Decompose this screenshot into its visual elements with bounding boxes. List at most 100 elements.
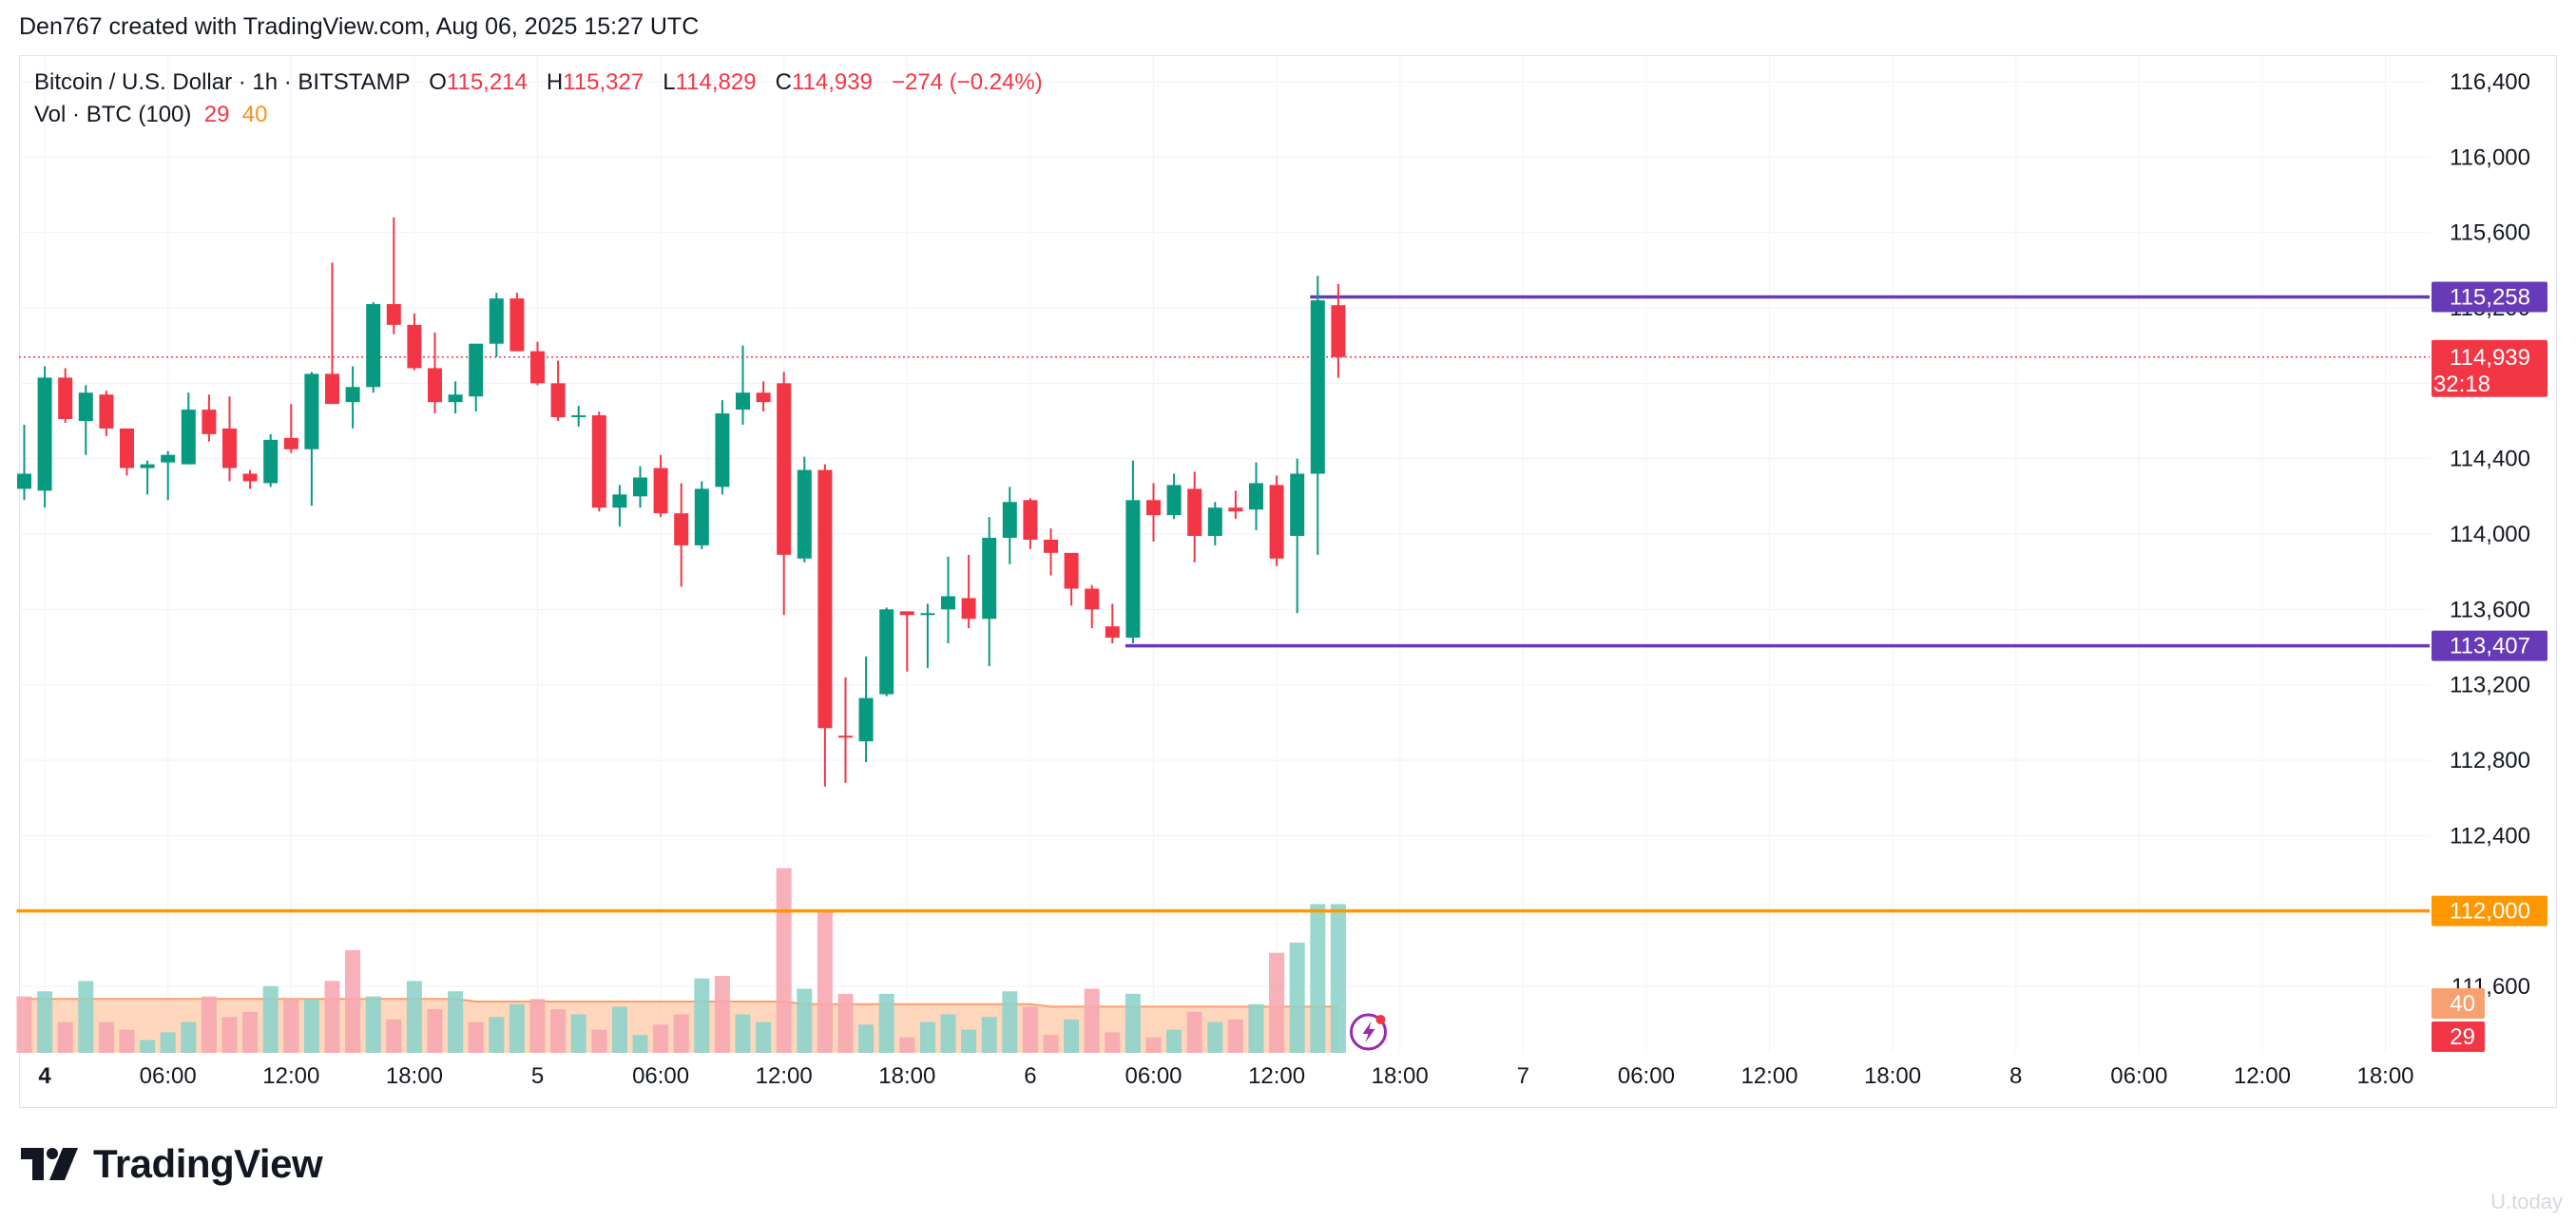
volume-bar[interactable] bbox=[714, 976, 730, 1053]
candle-down[interactable] bbox=[242, 473, 258, 482]
candle-down[interactable] bbox=[1269, 485, 1284, 559]
candle-down[interactable] bbox=[222, 428, 237, 468]
candle-up[interactable] bbox=[1290, 473, 1305, 536]
price-level-badge[interactable] bbox=[2432, 895, 2547, 926]
candle-up[interactable] bbox=[161, 454, 176, 463]
candle-up[interactable] bbox=[181, 410, 196, 465]
volume-bar[interactable] bbox=[797, 988, 813, 1054]
candle-up[interactable] bbox=[1249, 483, 1263, 510]
last-price-badge[interactable] bbox=[2432, 339, 2547, 397]
candle-up[interactable] bbox=[17, 473, 31, 489]
volume-bar[interactable] bbox=[78, 981, 94, 1053]
candle-down[interactable] bbox=[386, 304, 401, 325]
candle-up[interactable] bbox=[448, 394, 463, 403]
candle-down[interactable] bbox=[1331, 305, 1346, 357]
candle-down[interactable] bbox=[550, 383, 566, 418]
volume-bar[interactable] bbox=[591, 1029, 607, 1053]
volume-bar[interactable] bbox=[221, 1017, 238, 1053]
candle-up[interactable] bbox=[1002, 502, 1017, 538]
candle-down[interactable] bbox=[58, 377, 73, 420]
candle-down[interactable] bbox=[756, 392, 771, 403]
volume-bar[interactable] bbox=[140, 1040, 156, 1054]
candle-down[interactable] bbox=[653, 468, 668, 514]
volume-bar[interactable] bbox=[119, 1029, 135, 1053]
candle-up[interactable] bbox=[489, 298, 504, 344]
candle-down[interactable] bbox=[509, 298, 525, 352]
volume-bar[interactable] bbox=[878, 993, 894, 1053]
volume-bar[interactable] bbox=[1166, 1029, 1182, 1053]
candle-up[interactable] bbox=[304, 373, 319, 449]
volume-bar[interactable] bbox=[160, 1032, 176, 1053]
candle-up[interactable] bbox=[612, 494, 627, 508]
candle-up[interactable] bbox=[78, 392, 93, 421]
volume-bar[interactable] bbox=[427, 1009, 443, 1053]
price-level-badge[interactable] bbox=[2432, 630, 2547, 661]
volume-bar[interactable] bbox=[611, 1006, 627, 1053]
price-chart[interactable]: 116,400116,000115,600115,200114,800114,4… bbox=[0, 0, 2576, 1121]
volume-bar[interactable] bbox=[756, 1022, 772, 1053]
volume-bar[interactable] bbox=[899, 1037, 915, 1053]
volume-bar[interactable] bbox=[448, 991, 464, 1053]
volume-bar[interactable] bbox=[37, 991, 53, 1053]
volume-bar[interactable] bbox=[735, 1014, 751, 1054]
chart-frame[interactable] bbox=[19, 55, 2557, 1108]
volume-bar[interactable] bbox=[283, 999, 299, 1053]
volume-bar[interactable] bbox=[1043, 1035, 1059, 1053]
candle-up[interactable] bbox=[633, 477, 647, 497]
volume-bar[interactable] bbox=[1269, 952, 1285, 1053]
candle-down[interactable] bbox=[1023, 500, 1038, 540]
candle-up[interactable] bbox=[263, 439, 279, 484]
volume-bar[interactable] bbox=[550, 1009, 567, 1053]
volume-bar[interactable] bbox=[242, 1011, 259, 1053]
tradingview-logo[interactable]: TradingView bbox=[21, 1140, 323, 1188]
candle-down[interactable] bbox=[1228, 507, 1243, 512]
volume-bar[interactable] bbox=[1145, 1037, 1162, 1053]
candle-up[interactable] bbox=[797, 469, 812, 559]
candle-up[interactable] bbox=[982, 537, 997, 620]
candle-up[interactable] bbox=[1166, 485, 1182, 516]
candle-down[interactable] bbox=[1146, 500, 1161, 516]
volume-bar[interactable] bbox=[303, 999, 319, 1053]
candle-down[interactable] bbox=[899, 611, 914, 616]
candle-up[interactable] bbox=[1207, 507, 1222, 536]
volume-bar[interactable] bbox=[345, 950, 361, 1053]
candle-down[interactable] bbox=[961, 598, 976, 620]
candle-up[interactable] bbox=[140, 464, 155, 468]
candle-up[interactable] bbox=[715, 413, 730, 487]
candle-up[interactable] bbox=[1125, 500, 1141, 639]
volume-bar[interactable] bbox=[858, 1024, 875, 1053]
legend-symbol[interactable]: Bitcoin / U.S. Dollar · 1h · BITSTAMP bbox=[34, 69, 411, 95]
volume-bar[interactable] bbox=[1002, 991, 1018, 1053]
candle-down[interactable] bbox=[283, 437, 298, 449]
candle-up[interactable] bbox=[366, 304, 381, 388]
volume-bar[interactable] bbox=[406, 981, 422, 1053]
volume-bar[interactable] bbox=[673, 1014, 689, 1054]
candle-up[interactable] bbox=[920, 613, 935, 616]
volume-bar[interactable] bbox=[570, 1014, 586, 1054]
volume-bar[interactable] bbox=[1125, 993, 1141, 1053]
candle-down[interactable] bbox=[99, 394, 114, 429]
volume-bar[interactable] bbox=[1248, 1003, 1264, 1053]
candle-down[interactable] bbox=[1085, 588, 1100, 610]
candle-down[interactable] bbox=[817, 469, 833, 729]
volume-bar[interactable] bbox=[981, 1017, 997, 1053]
volume-bar[interactable] bbox=[1084, 988, 1100, 1054]
volume-badge[interactable] bbox=[2432, 1022, 2485, 1052]
volume-ma-badge[interactable] bbox=[2432, 988, 2485, 1019]
volume-bar[interactable] bbox=[365, 996, 381, 1053]
volume-bar[interactable] bbox=[1186, 1011, 1202, 1053]
volume-bar[interactable] bbox=[1064, 1019, 1080, 1053]
candle-down[interactable] bbox=[838, 735, 853, 738]
candle-down[interactable] bbox=[1044, 539, 1058, 553]
candle-down[interactable] bbox=[202, 410, 217, 434]
volume-bar[interactable] bbox=[98, 1022, 114, 1053]
candle-down[interactable] bbox=[1064, 552, 1079, 589]
volume-bar[interactable] bbox=[653, 1024, 669, 1053]
volume-bar[interactable] bbox=[529, 999, 546, 1053]
volume-bar[interactable] bbox=[57, 1022, 73, 1053]
price-level-badge[interactable] bbox=[2432, 281, 2547, 313]
volume-bar[interactable] bbox=[1207, 1022, 1223, 1053]
legend-volume-label[interactable]: Vol · BTC (100) bbox=[34, 102, 192, 127]
candle-down[interactable] bbox=[591, 415, 606, 508]
candle-up[interactable] bbox=[37, 377, 52, 491]
